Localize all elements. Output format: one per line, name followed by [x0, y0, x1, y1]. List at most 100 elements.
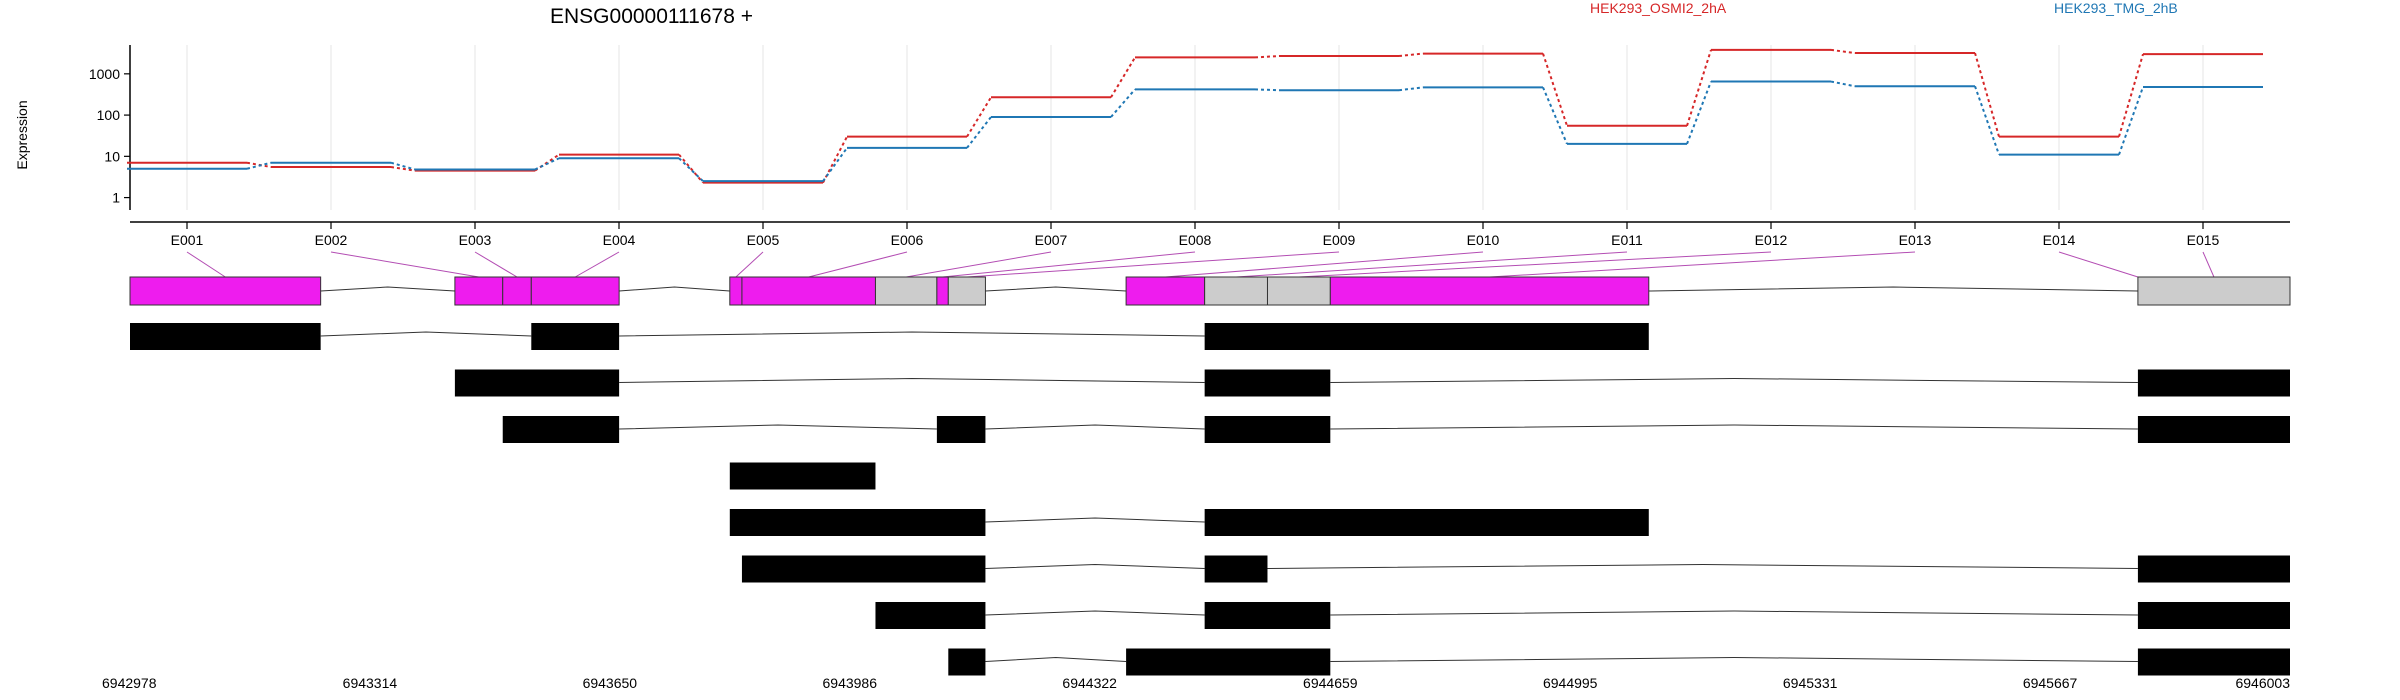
exon-connector-E012	[1298, 251, 1772, 278]
exon-tick-label-E003: E003	[459, 232, 492, 248]
series-2-link-E010	[1542, 86, 1568, 145]
series-2-link-E003	[534, 157, 560, 171]
exon-tick-label-E012: E012	[1755, 232, 1788, 248]
genomic-tick-label-6944995: 6944995	[1543, 675, 1598, 691]
genomic-tick-label-6942978: 6942978	[102, 675, 157, 691]
transcript-3-exon-3	[1204, 416, 1331, 443]
exon-connector-E008	[942, 251, 1196, 278]
exon-connector-E014	[2058, 251, 2139, 278]
exon-tick-label-E010: E010	[1467, 232, 1500, 248]
series-1-link-E012	[1830, 48, 1856, 54]
transcript-2-exon-2	[1204, 369, 1331, 397]
exon-box-E015	[2137, 276, 2291, 306]
exon-tick-label-E011: E011	[1611, 232, 1643, 248]
exon-box-E003	[502, 276, 532, 306]
exon-box-E001	[129, 276, 322, 306]
exon-tick-label-E014: E014	[2043, 232, 2076, 248]
transcript-2-intron-2	[1330, 377, 2138, 383]
transcript-6-intron-2	[1267, 563, 2138, 569]
transcript-8	[948, 648, 2290, 676]
transcript-7-exon-1	[875, 602, 986, 629]
exon-box-E006	[741, 276, 876, 306]
series-1-link-E013	[1974, 52, 2000, 137]
series-2-link-E012	[1830, 80, 1856, 88]
transcript-3-exon-4	[2137, 416, 2290, 443]
genomic-tick-label-6943314: 6943314	[343, 675, 398, 691]
exon-tick-label-E007: E007	[1035, 232, 1068, 248]
series-HEK293_TMG_2hB	[127, 80, 2263, 183]
exon-tick-label-E004: E004	[603, 232, 636, 248]
transcript-8-exon-3	[2137, 648, 2290, 676]
exon-box-E005	[729, 276, 743, 306]
series-1-link-E002	[390, 166, 416, 172]
series-2-link-E001	[246, 161, 272, 170]
legend-entry-tmg: HEK293_TMG_2hB	[2054, 0, 2178, 16]
exon-connector-E006	[808, 251, 908, 278]
transcript-2-intron-1	[619, 377, 1205, 383]
series-1-link-E004	[678, 153, 704, 184]
transcript-3-exon-1	[502, 416, 620, 443]
exon-connector-E007	[906, 251, 1052, 278]
transcript-8-intron-2	[1330, 656, 2138, 662]
transcript-1	[130, 323, 1649, 350]
exon-tick-label-E005: E005	[747, 232, 780, 248]
exon-axis: E001 E002 E003 E004 E005 E006 E007 E008 E009 E010…	[130, 221, 2290, 248]
transcript-4-exon-1	[729, 462, 876, 490]
series-layer	[127, 48, 2263, 184]
series-2-link-E002	[390, 161, 416, 171]
transcript-8-exon-1	[948, 648, 986, 676]
y-tick-label-1000: 1000	[89, 66, 120, 82]
y-tick-label-1: 1	[112, 190, 120, 206]
exon-intron-13	[1648, 286, 2138, 292]
transcript-3-intron-3	[1330, 424, 2138, 430]
transcript-7-exon-3	[2137, 602, 2290, 629]
transcript-2-exon-3	[2137, 369, 2290, 397]
series-1-link-E006	[966, 96, 992, 138]
series-HEK293_OSMI2_2hA	[127, 48, 2263, 184]
grid	[186, 45, 2204, 210]
series-1-link-E003	[534, 153, 560, 172]
transcript-1-exon-2	[531, 323, 620, 350]
exon-connector-E002	[330, 251, 479, 278]
transcript-2	[454, 369, 2290, 397]
exon-box-E010	[1125, 276, 1206, 306]
transcript-3-intron-2	[985, 424, 1205, 430]
transcript-8-exon-2	[1126, 648, 1331, 676]
exon-box-E007	[874, 276, 938, 306]
series-2-link-E013	[1974, 85, 2000, 155]
exon-intron-9	[985, 286, 1127, 292]
exon-box-E011	[1204, 276, 1268, 306]
transcript-3	[502, 416, 2290, 443]
exon-box-E012	[1266, 276, 1331, 306]
transcript-3-intron-1	[619, 424, 937, 430]
exon-box-E004	[530, 276, 620, 306]
exon-box-E013	[1329, 276, 1650, 306]
series-1-link-E014	[2118, 53, 2144, 137]
exon-tick-label-E002: E002	[315, 232, 348, 248]
exon-connector-E003	[474, 251, 518, 278]
exon-box-E009	[947, 276, 986, 306]
exon-box-E008	[936, 276, 949, 306]
transcript-1-exon-1	[130, 323, 321, 350]
exon-connector-E011	[1236, 251, 1628, 278]
chart-title: ENSG00000111678 +	[550, 5, 753, 28]
transcript-7-intron-1	[985, 610, 1205, 616]
exon-connector-E010	[1165, 251, 1484, 278]
transcript-6-exon-3	[2137, 555, 2290, 583]
transcript-8-intron-1	[985, 656, 1127, 662]
exon-tick-label-E006: E006	[891, 232, 924, 248]
genomic-tick-label-6945667: 6945667	[2023, 675, 2078, 691]
transcript-1-exon-3	[1204, 323, 1649, 350]
exon-tick-label-E008: E008	[1179, 232, 1212, 248]
exon-tick-label-E015: E015	[2187, 232, 2220, 248]
genomic-axis: 6942978 6943314 6943650 6943986 6944322 69446…	[102, 675, 2290, 691]
transcript-3-exon-2	[936, 416, 986, 443]
exon-connector-E001	[186, 251, 226, 278]
transcript-6-intron-1	[985, 563, 1205, 569]
series-2-link-E007	[1110, 88, 1136, 118]
exon-connector-E005	[735, 251, 764, 278]
y-axis: 1 10 100 1000	[89, 45, 131, 210]
transcript-7	[875, 602, 2290, 629]
transcript-5-intron-1	[985, 517, 1205, 523]
transcript-track	[130, 323, 2290, 676]
